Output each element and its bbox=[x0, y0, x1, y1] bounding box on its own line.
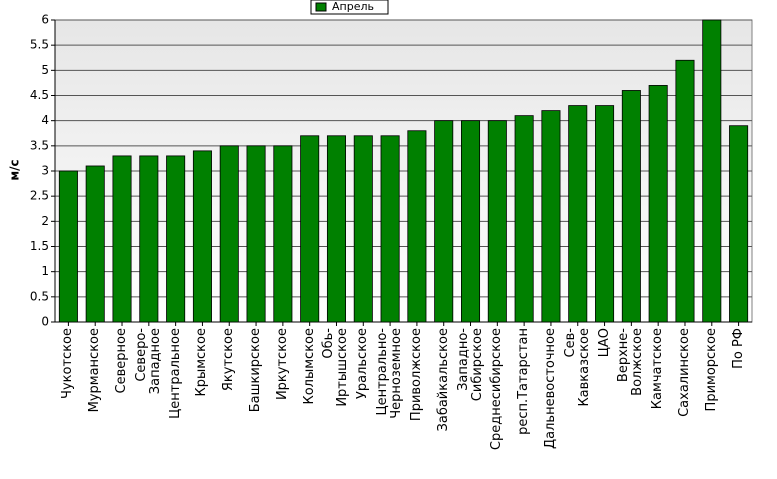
bar bbox=[326, 135, 346, 323]
bar bbox=[380, 135, 400, 323]
bar bbox=[514, 115, 534, 323]
bar bbox=[541, 110, 561, 323]
y-tick-label: 4.5 bbox=[30, 88, 49, 102]
bar bbox=[621, 90, 641, 323]
y-tick-label: 2 bbox=[41, 214, 49, 228]
bar bbox=[166, 155, 186, 323]
x-tick-label: Уральское bbox=[355, 328, 371, 400]
x-tick-label: Северо- Западное bbox=[133, 328, 163, 395]
x-tick-label: Западно- Сибирское bbox=[455, 328, 485, 402]
y-tick-label: 4 bbox=[41, 113, 49, 127]
x-tick-label: Верхне- Волжское bbox=[616, 328, 646, 396]
x-tick-label: Крымское bbox=[194, 328, 210, 397]
x-tick-label: Приволжское bbox=[408, 328, 424, 422]
x-tick-label: Сахалинское bbox=[676, 328, 692, 417]
x-tick-label: Северное bbox=[114, 328, 130, 394]
bar bbox=[139, 155, 159, 323]
x-tick-label: Дальневосточное bbox=[542, 328, 558, 450]
bar bbox=[568, 105, 588, 323]
y-tick-label: 5 bbox=[41, 63, 49, 77]
bar bbox=[300, 135, 320, 323]
bar bbox=[246, 145, 266, 323]
bar bbox=[407, 130, 427, 323]
bar bbox=[58, 170, 78, 323]
bar bbox=[595, 105, 615, 323]
x-tick-label: Якутское bbox=[221, 328, 237, 392]
x-tick-label: Забайкальское bbox=[435, 328, 451, 432]
x-tick-label: Среднесибирское bbox=[489, 328, 505, 451]
y-axis-label: м/с bbox=[8, 159, 22, 180]
legend-label: Апрель bbox=[332, 0, 374, 13]
bar bbox=[702, 19, 722, 323]
bar bbox=[487, 120, 507, 323]
bar bbox=[648, 85, 668, 323]
x-tick-label: Чукотское bbox=[60, 328, 76, 399]
y-tick-label: 2.5 bbox=[30, 189, 49, 203]
bar bbox=[192, 150, 212, 323]
bar bbox=[273, 145, 293, 323]
bar bbox=[219, 145, 239, 323]
x-tick-label: Колымское bbox=[301, 328, 317, 405]
bar bbox=[353, 135, 373, 323]
legend-swatch bbox=[315, 2, 327, 12]
bar bbox=[112, 155, 132, 323]
x-tick-label: По РФ bbox=[730, 328, 746, 369]
y-tick-label: 1.5 bbox=[30, 239, 49, 253]
bar bbox=[675, 59, 695, 323]
bar bbox=[434, 120, 454, 323]
x-tick-label: Иркутское bbox=[274, 328, 290, 401]
bar bbox=[729, 125, 749, 323]
x-tick-label: ЦАО bbox=[596, 328, 612, 358]
x-tick-label: Приморское bbox=[703, 328, 719, 412]
legend-box bbox=[310, 0, 389, 15]
bar bbox=[85, 165, 105, 323]
y-tick-label: 0.5 bbox=[30, 289, 49, 303]
x-tick-label: Башкирское bbox=[248, 328, 264, 413]
x-tick-label: Центрально- Черноземное bbox=[375, 328, 405, 419]
y-tick-label: 1 bbox=[41, 264, 49, 278]
x-tick-label: Центральное bbox=[167, 328, 183, 419]
x-tick-label: респ.Татарстан bbox=[516, 328, 532, 435]
x-tick-label: Мурманское bbox=[87, 328, 103, 413]
y-tick-label: 3 bbox=[41, 164, 49, 178]
legend: Апрель bbox=[310, 0, 389, 15]
bar bbox=[461, 120, 481, 323]
x-tick-label: Сев- Кавказское bbox=[562, 328, 592, 407]
y-tick-label: 6 bbox=[41, 13, 49, 27]
x-tick-label: Обь- Иртышское bbox=[321, 328, 351, 407]
y-tick-label: 5.5 bbox=[30, 38, 49, 52]
y-tick-label: 3.5 bbox=[30, 138, 49, 152]
x-tick-label: Камчатское bbox=[650, 328, 666, 410]
y-tick-label: 0 bbox=[41, 315, 49, 329]
